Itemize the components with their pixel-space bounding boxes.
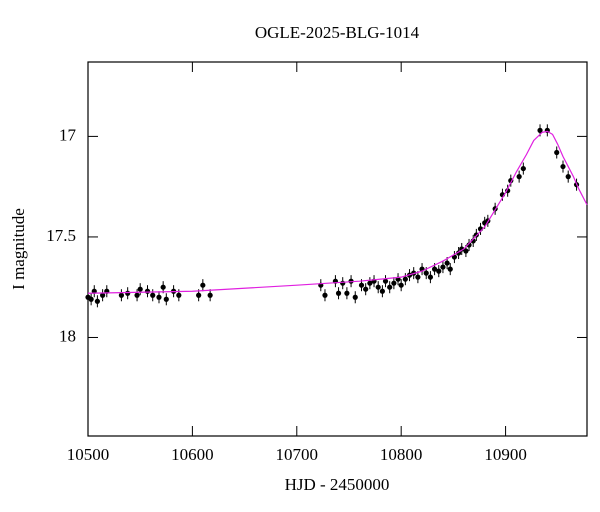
data-point (134, 292, 140, 298)
data-point (344, 290, 350, 296)
data-point (125, 290, 131, 296)
data-point (463, 248, 469, 254)
x-tick-label: 10700 (276, 445, 319, 464)
data-point (200, 282, 206, 288)
data-point (176, 292, 182, 298)
data-point (537, 127, 543, 133)
data-point (150, 292, 156, 298)
data-point (440, 264, 446, 270)
data-point (516, 174, 522, 180)
data-point (565, 174, 571, 180)
model-curve (87, 130, 588, 294)
plot-frame (87, 61, 588, 437)
y-tick-label: 17.5 (46, 226, 76, 245)
x-tick-label: 10500 (67, 445, 110, 464)
data-point (382, 278, 389, 284)
data-point (466, 242, 472, 248)
data-point (379, 288, 385, 294)
data-point (160, 284, 166, 290)
y-tick-label: 18 (59, 326, 76, 345)
data-point (207, 292, 213, 298)
data-point (196, 292, 202, 298)
data-point (335, 290, 342, 296)
data-point (358, 282, 365, 288)
data-point (118, 292, 125, 298)
data-point (144, 288, 151, 294)
data-point (520, 165, 526, 172)
data-point (163, 296, 169, 302)
data-point (560, 163, 566, 170)
data-point (156, 294, 162, 300)
x-tick-label: 10900 (484, 445, 527, 464)
y-tick-label: 17 (59, 125, 77, 144)
data-point (554, 149, 560, 156)
y-axis-label: I magnitude (9, 208, 28, 290)
data-point (402, 276, 408, 282)
data-point (375, 284, 381, 290)
data-point (391, 280, 397, 286)
data-point (322, 292, 328, 298)
data-point (363, 286, 369, 292)
data-point (352, 294, 358, 300)
data-point (423, 270, 429, 276)
data-point (431, 266, 438, 272)
data-point (447, 266, 453, 272)
chart-title: OGLE-2025-BLG-1014 (255, 23, 420, 42)
data-point (444, 260, 450, 266)
x-tick-label: 10600 (171, 445, 214, 464)
x-axis-label: HJD - 2450000 (285, 475, 390, 494)
data-point (88, 296, 94, 302)
data-point (427, 274, 434, 280)
data-point (340, 280, 346, 286)
data-point (398, 282, 404, 288)
data-point (100, 292, 106, 298)
x-tick-label: 10800 (380, 445, 423, 464)
data-point (436, 268, 442, 274)
data-point (367, 280, 373, 286)
data-point (415, 274, 421, 280)
data-point (387, 284, 393, 290)
data-point (94, 298, 100, 304)
data-point (137, 286, 143, 292)
